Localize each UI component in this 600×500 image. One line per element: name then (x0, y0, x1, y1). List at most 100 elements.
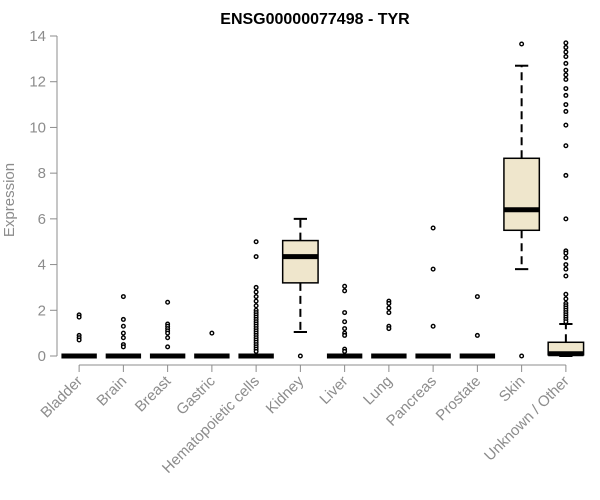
outlier-point (563, 102, 569, 108)
x-tick-label: Bladder (37, 373, 86, 422)
outlier-point (342, 288, 348, 294)
iqr-box (281, 239, 319, 284)
x-tick-label: Kidney (263, 372, 308, 417)
outlier-point (474, 294, 480, 300)
outlier-point (342, 319, 348, 325)
outlier-point (253, 289, 259, 295)
outlier-point (76, 314, 82, 320)
outlier-point (563, 262, 569, 268)
outlier-point (165, 299, 171, 305)
x-tick-label: Liver (316, 373, 351, 408)
y-tick-label: 4 (38, 257, 46, 274)
box-2 (149, 299, 186, 359)
outlier-point (563, 273, 569, 279)
box-9 (459, 294, 496, 359)
outlier-point (563, 143, 569, 149)
y-tick-label: 8 (38, 165, 46, 182)
outlier-point (253, 298, 259, 304)
x-tick-label: Prostate (433, 373, 485, 425)
outlier-point (563, 250, 569, 256)
box-1 (105, 294, 142, 359)
outlier-point (430, 225, 436, 231)
outlier-point (386, 310, 392, 316)
box-0 (61, 312, 97, 359)
outlier-point (563, 122, 569, 128)
outlier-point (563, 291, 569, 297)
outlier-point (120, 294, 126, 300)
outlier-point (563, 76, 569, 82)
box-8 (415, 225, 451, 359)
y-tick-label: 2 (38, 302, 46, 319)
outlier-point (342, 332, 348, 338)
outlier-point (386, 300, 392, 306)
outlier-point (386, 326, 392, 332)
outlier-point (430, 266, 436, 272)
outlier-point (342, 310, 348, 316)
outlier-point (474, 332, 480, 338)
outlier-point (563, 67, 569, 73)
outlier-point (563, 255, 569, 261)
outlier-point (342, 326, 348, 332)
box-5 (281, 217, 319, 359)
outlier-point (165, 344, 171, 350)
y-tick-label: 12 (29, 74, 46, 91)
y-tick-label: 6 (38, 211, 46, 228)
outlier-point (342, 348, 348, 354)
box-10 (503, 41, 541, 359)
outlier-point (165, 335, 171, 341)
outlier-point (563, 296, 569, 302)
outlier-point (519, 353, 525, 359)
y-tick-label: 10 (29, 119, 46, 136)
outlier-point (342, 283, 348, 289)
chart-title: ENSG00000077498 - TYR (220, 11, 410, 28)
outlier-point (120, 330, 126, 336)
outlier-point (563, 60, 569, 66)
outlier-point (563, 108, 569, 114)
outlier-point (120, 344, 126, 350)
outlier-point (563, 172, 569, 178)
outlier-point (120, 316, 126, 322)
outlier-point (563, 72, 569, 78)
x-tick-label: Breast (132, 372, 175, 415)
box-3 (194, 330, 230, 359)
iqr-box (503, 157, 541, 232)
box-7 (371, 298, 407, 359)
outlier-point (563, 86, 569, 92)
outlier-point (76, 337, 82, 343)
y-tick-label: 14 (29, 28, 46, 45)
outlier-point (563, 319, 569, 325)
outlier-point (165, 330, 171, 336)
outlier-point (209, 330, 215, 336)
box-group (61, 40, 585, 359)
outlier-point (563, 92, 569, 98)
outlier-point (563, 266, 569, 272)
outlier-point (253, 294, 259, 300)
outlier-point (430, 323, 436, 329)
outlier-point (253, 254, 259, 260)
outlier-point (120, 335, 126, 341)
outlier-point (563, 49, 569, 55)
outlier-point (563, 54, 569, 60)
outlier-point (563, 44, 569, 50)
outlier-point (253, 303, 259, 309)
y-axis-label: Expression (1, 163, 18, 237)
outlier-point (563, 216, 569, 222)
x-tick-label: Unknown / Other (481, 373, 573, 465)
x-tick-label: Brain (93, 373, 130, 410)
outlier-point (519, 41, 525, 47)
box-11 (547, 40, 585, 357)
x-tick-label: Skin (496, 373, 529, 406)
y-tick-label: 0 (38, 348, 46, 365)
outlier-point (253, 284, 259, 290)
outlier-point (563, 40, 569, 46)
outlier-point (386, 305, 392, 311)
outlier-point (120, 323, 126, 329)
y-axis: 0 2 4 6 8 10 12 14 (29, 28, 58, 365)
box-6 (326, 283, 363, 359)
outlier-point (253, 239, 259, 245)
outlier-point (297, 353, 303, 359)
outlier-point (253, 348, 259, 354)
box-4 (238, 239, 274, 359)
